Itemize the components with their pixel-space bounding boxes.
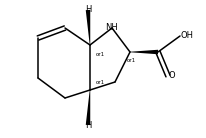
Text: H: H bbox=[85, 6, 91, 14]
Polygon shape bbox=[130, 50, 158, 54]
Text: NH: NH bbox=[106, 23, 118, 33]
Text: OH: OH bbox=[181, 31, 194, 40]
Polygon shape bbox=[86, 10, 90, 45]
Text: H: H bbox=[85, 120, 91, 129]
Text: or1: or1 bbox=[127, 58, 136, 63]
Polygon shape bbox=[86, 90, 90, 125]
Text: O: O bbox=[169, 71, 176, 80]
Text: or1: or1 bbox=[96, 52, 105, 58]
Text: or1: or1 bbox=[96, 79, 105, 84]
